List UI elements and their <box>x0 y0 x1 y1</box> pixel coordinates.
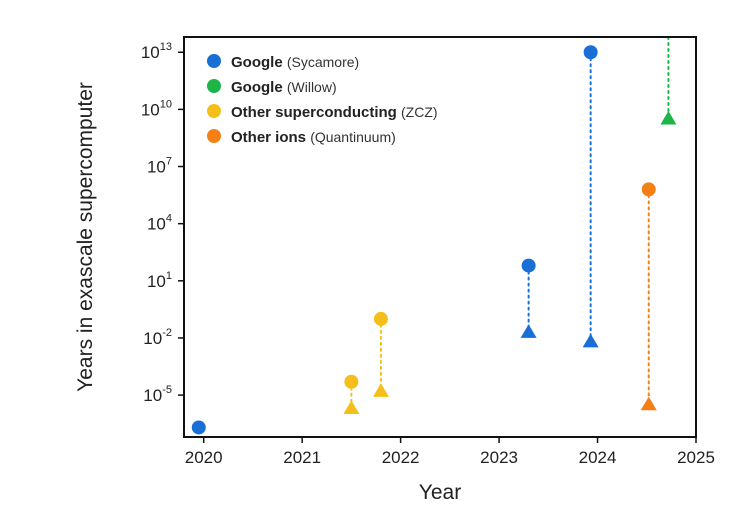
y-axis-title: Years in exascale supercomputer <box>74 82 97 392</box>
circle-point <box>191 420 206 435</box>
x-tick-label: 2023 <box>480 448 518 467</box>
circle-point <box>521 258 536 273</box>
circle-point <box>344 374 359 389</box>
data-points <box>191 45 677 435</box>
y-tick-label: 10-5 <box>143 384 172 405</box>
y-tick-label: 1013 <box>141 41 172 62</box>
triangle-point <box>520 324 537 338</box>
circle-point <box>641 182 656 197</box>
x-axis-ticks: 2020 2021 2022 2023 2024 2025 <box>185 437 715 467</box>
legend-entry: Other ions (Quantinuum) <box>231 129 396 146</box>
x-tick-label: 2020 <box>185 448 223 467</box>
y-tick-label: 1010 <box>141 98 172 119</box>
x-tick-label: 2021 <box>283 448 321 467</box>
y-tick-label: 101 <box>147 270 172 291</box>
triangle-point <box>343 400 360 415</box>
connector-lines <box>350 36 670 410</box>
y-axis-ticks: 10-5 10-2 101 104 107 1010 1013 <box>141 41 184 405</box>
legend-entry: Google (Sycamore) <box>231 54 359 71</box>
x-axis-title: Year <box>419 481 461 504</box>
legend-marker <box>207 129 221 143</box>
x-tick-label: 2024 <box>579 448 617 467</box>
triangle-point <box>660 110 677 125</box>
triangle-point <box>640 396 657 411</box>
circle-point <box>583 45 598 60</box>
legend-marker <box>207 54 221 68</box>
plot-frame <box>183 36 697 438</box>
triangle-point <box>582 333 599 348</box>
y-tick-label: 104 <box>147 213 172 234</box>
legend-entry: Google (Willow) <box>231 79 337 96</box>
y-tick-label: 107 <box>147 156 172 177</box>
circle-point <box>373 311 388 326</box>
triangle-point <box>372 383 389 397</box>
legend-entry: Other superconducting (ZCZ) <box>231 104 438 121</box>
x-tick-label: 2022 <box>382 448 420 467</box>
legend-marker <box>207 79 221 93</box>
y-tick-label: 10-2 <box>143 327 172 348</box>
legend: Google (Sycamore) Google (Willow) Other su… <box>207 54 438 146</box>
x-tick-label: 2025 <box>677 448 715 467</box>
legend-marker <box>207 104 221 118</box>
